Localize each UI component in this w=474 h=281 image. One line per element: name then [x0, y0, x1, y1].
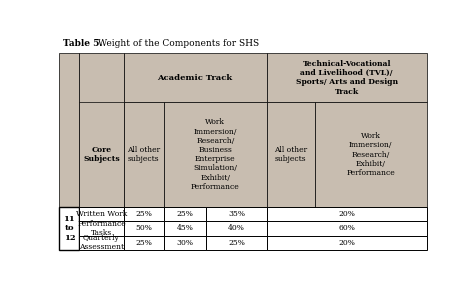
Bar [206, 207, 267, 221]
Bar [59, 53, 80, 207]
Text: Quarterly
Assessment: Quarterly Assessment [79, 234, 124, 251]
Bar [124, 102, 164, 207]
Text: 20%: 20% [338, 210, 355, 218]
Bar [206, 236, 267, 250]
Text: 25%: 25% [177, 210, 193, 218]
Text: 40%: 40% [228, 225, 245, 232]
Text: All other
subjects: All other subjects [127, 146, 160, 163]
Text: 11
to
12: 11 to 12 [64, 215, 75, 242]
Bar [59, 207, 80, 250]
Bar [80, 207, 124, 221]
Bar [80, 102, 124, 207]
Text: 20%: 20% [338, 239, 355, 247]
Text: 35%: 35% [228, 210, 245, 218]
Bar [267, 207, 427, 221]
Bar [164, 236, 206, 250]
Text: Academic Track: Academic Track [157, 74, 233, 82]
Bar [267, 221, 427, 236]
Bar [80, 53, 124, 207]
Text: Work
Immersion/
Research/
Business
Enterprise
Simulation/
Exhibit/
Performance: Work Immersion/ Research/ Business Enter… [191, 118, 240, 191]
Bar [124, 207, 164, 221]
Bar [267, 102, 315, 207]
Bar [124, 236, 164, 250]
Text: 50%: 50% [135, 225, 152, 232]
Text: 25%: 25% [135, 210, 152, 218]
Text: 60%: 60% [338, 225, 355, 232]
Text: 25%: 25% [135, 239, 152, 247]
Text: 45%: 45% [177, 225, 193, 232]
Bar [124, 221, 164, 236]
Bar [124, 53, 267, 102]
Bar [164, 207, 206, 221]
Text: All other
subjects: All other subjects [274, 146, 307, 163]
Bar [80, 236, 124, 250]
Bar [206, 221, 267, 236]
Bar [80, 221, 124, 236]
Bar [164, 102, 267, 207]
Text: Weight of the Components for SHS: Weight of the Components for SHS [95, 39, 259, 48]
Bar [267, 236, 427, 250]
Text: Work
Immersion/
Research/
Exhibit/
Performance: Work Immersion/ Research/ Exhibit/ Perfo… [346, 132, 395, 177]
Text: Core
Subjects: Core Subjects [83, 146, 120, 163]
Text: Performance
Tasks: Performance Tasks [77, 220, 126, 237]
Text: Table 5.: Table 5. [63, 39, 102, 48]
Bar [164, 221, 206, 236]
Text: Written Work: Written Work [76, 210, 127, 218]
Bar [267, 53, 427, 102]
Bar [315, 102, 427, 207]
Text: 30%: 30% [177, 239, 193, 247]
Text: Technical-Vocational
and Livelihood (TVL)/
Sports/ Arts and Design
Track: Technical-Vocational and Livelihood (TVL… [296, 60, 398, 96]
Text: 25%: 25% [228, 239, 245, 247]
